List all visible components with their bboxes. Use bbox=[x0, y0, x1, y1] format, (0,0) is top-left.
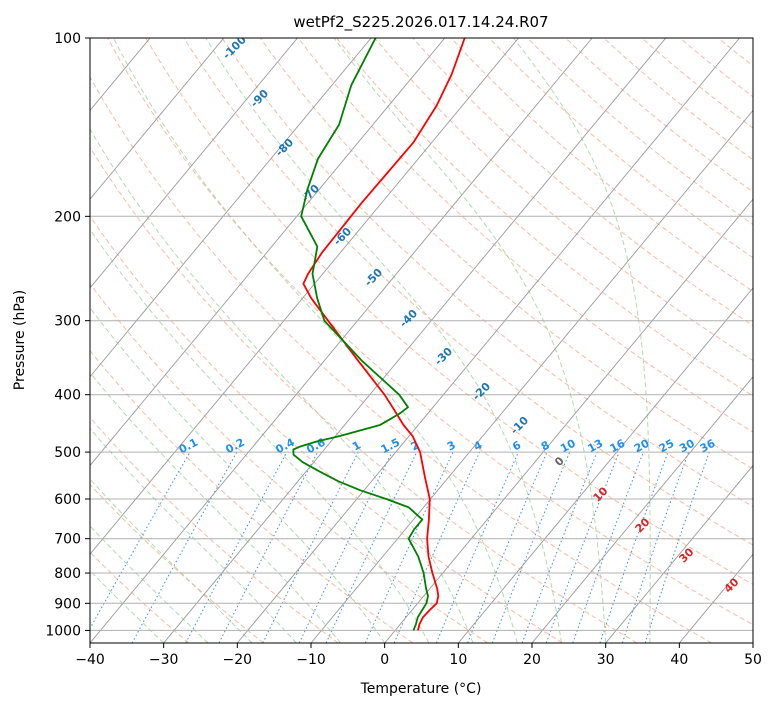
temperature-profile-line bbox=[302, 38, 466, 631]
x-tick-label: 10 bbox=[449, 652, 467, 668]
x-tick-label: 0 bbox=[380, 652, 389, 668]
mixing-ratio-line bbox=[599, 451, 669, 643]
mixing-ratio-label: 13 bbox=[586, 437, 606, 456]
isotherm-line bbox=[236, 38, 740, 643]
mixing-ratio-label: 36 bbox=[698, 437, 718, 456]
mixing-ratio-line bbox=[393, 451, 481, 643]
moist-adiabat-line bbox=[333, 38, 607, 643]
mixing-ratio-line bbox=[325, 451, 418, 643]
isotherm-line bbox=[531, 376, 753, 643]
mixing-ratio-label: 25 bbox=[657, 437, 677, 456]
dry-adiabat-line bbox=[183, 38, 753, 546]
dry-adiabat-line bbox=[259, 38, 753, 470]
x-tick-label: −30 bbox=[149, 652, 179, 668]
mixing-ratio-line bbox=[90, 451, 191, 630]
mixing-ratio-label: 10 bbox=[558, 437, 578, 456]
mixing-ratio-line bbox=[364, 451, 454, 643]
mixing-ratio-line bbox=[621, 451, 690, 643]
moist-adiabat-line bbox=[90, 478, 253, 643]
dry-adiabat-line bbox=[90, 483, 264, 643]
x-tick-label: 40 bbox=[670, 652, 688, 668]
isotherm-line bbox=[90, 38, 298, 289]
dry-adiabat-line bbox=[221, 38, 753, 508]
moist-adiabat-line bbox=[90, 570, 165, 643]
x-tick-label: −20 bbox=[223, 652, 253, 668]
mixing-ratio-line bbox=[131, 451, 238, 643]
y-tick-label: 400 bbox=[54, 388, 81, 404]
mixing-ratio-line bbox=[467, 451, 548, 643]
dewpoint-profile-line bbox=[292, 38, 429, 631]
x-axis-label: Temperature (°C) bbox=[360, 681, 482, 697]
y-tick-label: 500 bbox=[54, 445, 81, 461]
isotherm-line bbox=[90, 38, 446, 467]
isotherm-line bbox=[0, 38, 3, 643]
moist-adiabat-line bbox=[512, 38, 651, 643]
y-tick-label: 100 bbox=[54, 31, 81, 47]
dry-adiabat-line bbox=[145, 38, 753, 585]
dry-adiabat-line bbox=[603, 38, 753, 161]
y-tick-label: 600 bbox=[54, 492, 81, 508]
dry-adiabat-line bbox=[336, 38, 753, 397]
dry-adiabat-line bbox=[90, 146, 638, 643]
isotherm-line bbox=[163, 38, 667, 643]
dry-adiabat-line bbox=[90, 416, 339, 643]
moist-adiabat-line bbox=[112, 38, 518, 643]
dry-adiabat-line bbox=[90, 282, 488, 643]
y-tick-label: 200 bbox=[54, 209, 81, 225]
plot-background bbox=[90, 38, 753, 643]
x-tick-label: 50 bbox=[744, 652, 762, 668]
isotherm-line bbox=[90, 38, 519, 555]
y-tick-label: 700 bbox=[54, 532, 81, 548]
dry-adiabat-line bbox=[450, 38, 753, 293]
isotherm-line bbox=[90, 38, 593, 643]
isotherm-line bbox=[384, 198, 753, 643]
isotherm-line bbox=[90, 38, 372, 378]
moist-adiabat-line bbox=[205, 38, 562, 643]
x-tick-label: 20 bbox=[523, 652, 541, 668]
moist-adiabat-line bbox=[90, 127, 474, 643]
y-tick-label: 300 bbox=[54, 314, 81, 330]
dry-adiabat-line bbox=[90, 215, 563, 643]
x-tick-label: −10 bbox=[296, 652, 326, 668]
plot-frame bbox=[89, 37, 754, 644]
mixing-ratio-line bbox=[644, 451, 710, 643]
dry-adiabat-line bbox=[488, 38, 753, 259]
isotherm-line bbox=[310, 109, 753, 643]
mixing-ratio-label: 20 bbox=[632, 437, 652, 456]
x-tick-label: −40 bbox=[75, 652, 105, 668]
mixing-ratio-line bbox=[572, 451, 644, 643]
dry-adiabat-line bbox=[527, 38, 753, 226]
dry-adiabat-line bbox=[298, 38, 753, 433]
isotherm-line bbox=[457, 287, 753, 643]
y-tick-label: 1000 bbox=[45, 623, 81, 639]
y-axis-label: Pressure (hPa) bbox=[12, 290, 28, 390]
dry-adiabat-line bbox=[90, 75, 712, 643]
dry-adiabat-line bbox=[756, 38, 775, 643]
y-tick-label: 900 bbox=[54, 596, 81, 612]
dry-adiabat-line bbox=[374, 38, 753, 362]
mixing-ratio-label: 16 bbox=[608, 437, 628, 456]
moist-adiabat-line bbox=[90, 525, 209, 643]
mixing-ratio-line bbox=[435, 451, 519, 643]
dry-adiabat-line bbox=[107, 38, 753, 626]
isotherm-line bbox=[752, 642, 753, 643]
chart-title: wetPf2_S225.2026.017.14.24.R07 bbox=[293, 13, 548, 32]
isotherm-line bbox=[90, 38, 225, 200]
y-tick-label: 800 bbox=[54, 566, 81, 582]
mixing-ratio-line bbox=[298, 451, 393, 643]
moist-adiabat-line bbox=[90, 427, 297, 643]
x-tick-label: 30 bbox=[597, 652, 615, 668]
isotherm-line bbox=[605, 464, 753, 643]
mixing-ratio-label: 30 bbox=[677, 437, 697, 456]
moist-adiabat-line bbox=[90, 228, 430, 643]
